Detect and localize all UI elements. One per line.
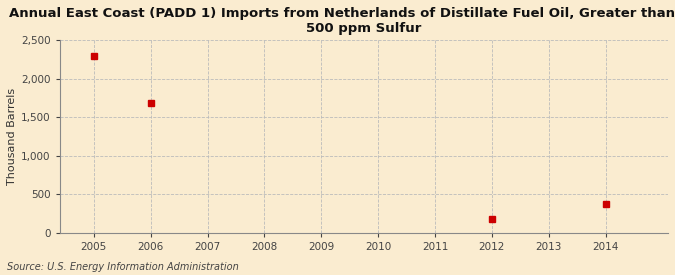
Title: Annual East Coast (PADD 1) Imports from Netherlands of Distillate Fuel Oil, Grea: Annual East Coast (PADD 1) Imports from … — [9, 7, 675, 35]
Y-axis label: Thousand Barrels: Thousand Barrels — [7, 88, 17, 185]
Text: Source: U.S. Energy Information Administration: Source: U.S. Energy Information Administ… — [7, 262, 238, 272]
